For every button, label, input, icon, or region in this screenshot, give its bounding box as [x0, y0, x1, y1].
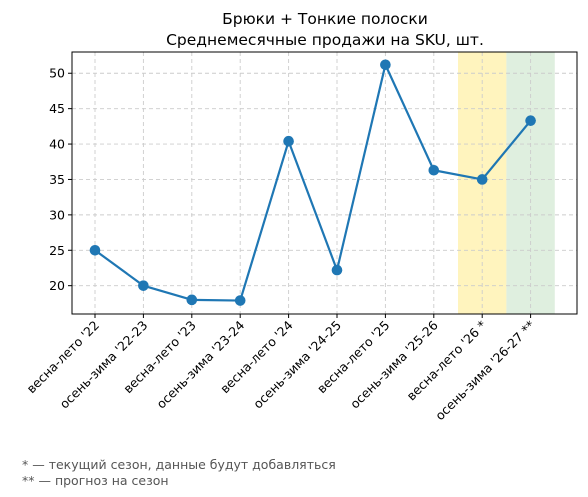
data-point-0: [89, 244, 101, 256]
x-tick-label-3: осень-зима '23-24: [153, 317, 247, 411]
series-layer: [89, 59, 536, 306]
data-point-7: [428, 164, 440, 176]
y-tick-label-4: 40: [49, 137, 65, 152]
y-tick-label-3: 35: [49, 172, 65, 187]
chart-title: Брюки + Тонкие полоски: [222, 10, 428, 28]
x-tick-label-1: осень-зима '22-23: [57, 318, 151, 412]
y-tick-label-6: 50: [49, 66, 65, 81]
y-tick-label-0: 20: [49, 278, 65, 293]
footnote-forecast: ** — прогноз на сезон: [22, 473, 169, 488]
data-point-3: [234, 295, 246, 306]
data-point-5: [331, 264, 343, 276]
highlight-band-1: [506, 52, 555, 314]
y-tick-label-1: 25: [49, 243, 65, 258]
data-point-2: [186, 294, 198, 306]
y-axis-ticks: 20 25 30 35 40 45 50: [49, 66, 72, 293]
highlight-bands: [458, 52, 555, 314]
x-tick-label-9: осень-зима '26-27 **: [432, 318, 538, 424]
data-point-4: [283, 135, 294, 147]
y-tick-label-5: 45: [49, 101, 65, 116]
x-tick-label-7: осень-зима '25-26: [347, 317, 441, 411]
x-tick-label-5: осень-зима '24-25: [250, 318, 344, 412]
data-point-8: [476, 174, 488, 185]
data-point-9: [525, 115, 536, 126]
data-point-6: [380, 59, 391, 71]
series-line-0: [94, 63, 532, 302]
data-point-1: [138, 280, 149, 291]
chart-subtitle: Среднемесячные продажи на SKU, шт.: [166, 31, 484, 49]
footnote-current-season: * — текущий сезон, данные будут добавлят…: [22, 457, 336, 472]
y-tick-label-2: 30: [49, 207, 65, 222]
plot-frame: [71, 51, 578, 315]
